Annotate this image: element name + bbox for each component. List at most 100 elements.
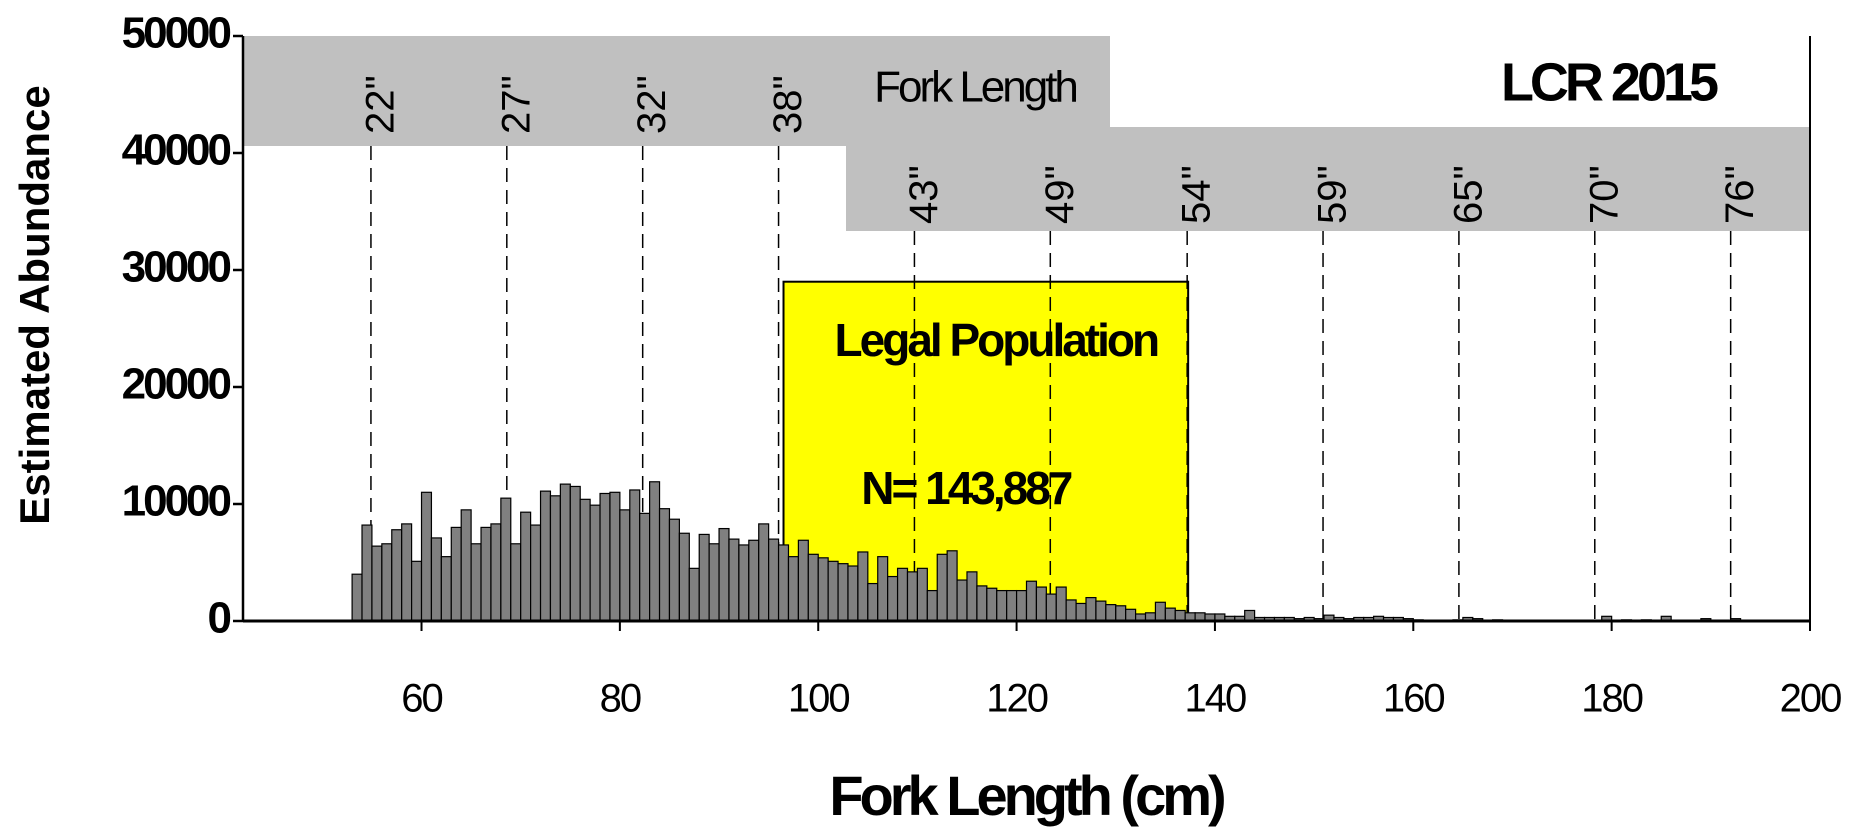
inch-label: 65" — [1446, 165, 1490, 224]
bar — [887, 575, 899, 622]
bar — [559, 483, 571, 622]
bar — [450, 526, 462, 622]
bar — [698, 533, 710, 622]
bar — [1095, 600, 1107, 622]
bar — [847, 565, 859, 622]
bar — [639, 512, 651, 622]
bar — [807, 553, 819, 622]
bar — [708, 543, 720, 622]
bar — [916, 567, 928, 622]
bar — [758, 523, 770, 622]
bar — [867, 582, 879, 622]
x-tick-label: 160 — [1383, 677, 1444, 721]
bar — [748, 539, 760, 622]
y-tick-label: 40000 — [122, 126, 231, 175]
bar — [629, 489, 641, 622]
bar — [549, 495, 561, 622]
bar — [777, 544, 790, 622]
bar — [470, 543, 482, 622]
inch-label: 27" — [494, 75, 538, 134]
bar — [996, 589, 1008, 622]
inch-label: 76" — [1718, 165, 1762, 224]
inch-label: 70" — [1582, 165, 1626, 224]
bar — [480, 526, 492, 622]
y-tick-label: 20000 — [122, 360, 231, 409]
x-tick-label: 100 — [788, 677, 849, 721]
bar — [411, 560, 423, 622]
bar — [738, 544, 750, 622]
bar — [1035, 586, 1047, 622]
bar — [569, 485, 581, 622]
y-tick-label: 10000 — [122, 477, 231, 526]
bar — [817, 557, 829, 622]
annotation-text: N= 143,887 — [861, 462, 1072, 514]
bar — [430, 537, 442, 622]
bar — [401, 523, 413, 622]
bar — [956, 579, 968, 622]
x-tick-label: 140 — [1185, 677, 1246, 721]
bar — [906, 571, 919, 622]
bar — [976, 585, 988, 622]
bar — [510, 543, 522, 622]
bar — [1075, 602, 1087, 622]
bar — [1105, 604, 1117, 622]
bar — [837, 563, 849, 622]
bar — [688, 567, 700, 622]
bar — [787, 556, 799, 622]
bar — [1174, 609, 1186, 622]
bar — [619, 509, 631, 622]
inch-label: 54" — [1175, 165, 1219, 224]
bar — [381, 543, 393, 622]
plot-marks — [351, 146, 1742, 622]
bar — [658, 508, 671, 622]
bar — [609, 491, 621, 622]
bar — [520, 511, 532, 622]
bar — [539, 490, 552, 622]
inch-label: 38" — [766, 75, 810, 134]
y-tick-label: 30000 — [122, 243, 231, 292]
bar — [946, 550, 958, 622]
bar — [460, 509, 472, 622]
bar — [797, 539, 809, 622]
bar — [420, 491, 433, 622]
x-tick-label: 180 — [1581, 677, 1642, 721]
secondary-axis-label: Fork Length — [874, 63, 1076, 112]
bar — [678, 532, 690, 622]
bar — [1154, 601, 1166, 622]
bar — [1065, 599, 1077, 622]
y-axis-label: Estimated Abundance — [11, 85, 58, 525]
bar — [936, 553, 948, 622]
bar — [579, 498, 591, 622]
bar — [1085, 596, 1097, 622]
inch-label: 59" — [1311, 165, 1355, 224]
bar — [877, 556, 889, 622]
bar — [768, 538, 780, 622]
bar — [599, 492, 611, 622]
legal-region — [782, 280, 1190, 622]
bar — [827, 560, 839, 622]
bar — [986, 587, 998, 622]
bar — [896, 567, 909, 622]
y-tick-label: 50000 — [122, 9, 231, 58]
x-tick-label: 80 — [600, 677, 641, 721]
bar — [1006, 589, 1018, 622]
x-tick-label: 200 — [1780, 677, 1841, 721]
bar — [926, 589, 938, 622]
bar — [1164, 607, 1176, 622]
y-tick-label: 0 — [208, 594, 231, 643]
bar — [589, 504, 601, 622]
bar — [1055, 586, 1067, 622]
bar — [1015, 589, 1028, 622]
bar — [1045, 593, 1057, 622]
bar — [1025, 580, 1038, 622]
bar — [530, 524, 542, 622]
bar — [500, 497, 512, 622]
bar — [1244, 609, 1256, 622]
bar — [1125, 608, 1137, 622]
x-tick-label: 60 — [401, 677, 442, 721]
bar — [649, 481, 661, 622]
chart-title: LCR 2015 — [1501, 52, 1718, 112]
bar — [351, 573, 363, 622]
bar — [371, 545, 383, 622]
